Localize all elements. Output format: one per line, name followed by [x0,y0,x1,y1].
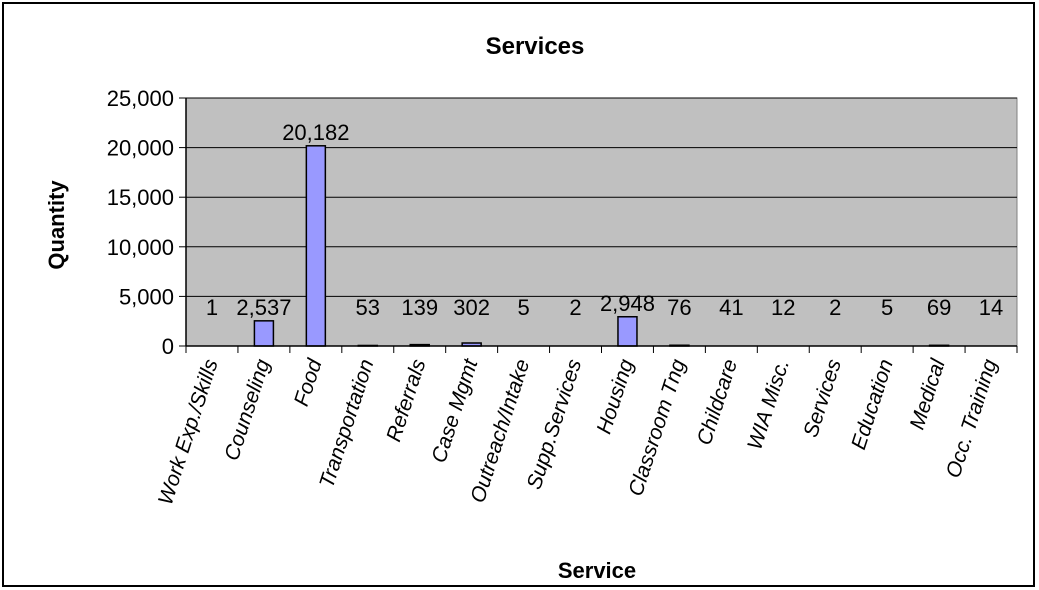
x-category-label: Occ. Training [942,356,1002,481]
data-label: 12 [771,295,795,320]
x-category-label: Classroom Tng [624,356,690,499]
x-category-label: Supp.Services [523,356,587,492]
x-category-label: Case Mgmt [427,355,482,465]
x-category-label: Work Exp./Skills [154,356,223,508]
data-label: 5 [517,295,529,320]
x-category-label: Referrals [382,356,430,445]
data-label: 76 [667,295,691,320]
bar [617,316,638,347]
data-label: 53 [356,295,380,320]
chart-title: Services [486,33,585,60]
data-label: 5 [881,295,893,320]
x-axis-title: Service [558,558,636,583]
x-category-label: Counseling [220,356,274,463]
y-tick-label: 10,000 [107,235,174,260]
x-category-label: Medical [906,355,951,432]
x-category-label: Food [290,355,327,409]
data-label: 139 [401,295,438,320]
bar [253,320,275,347]
x-category-label: Childcare [693,356,742,447]
data-label: 1 [206,295,218,320]
data-label: 2 [829,295,841,320]
y-tick-label: 0 [162,334,174,359]
data-label: 41 [719,295,743,320]
data-label: 302 [453,295,490,320]
x-category-label: Housing [593,356,639,437]
x-category-label: Education [847,356,898,452]
data-label: 2,537 [236,295,291,320]
y-tick-label: 25,000 [107,86,174,111]
data-label: 14 [979,295,1003,320]
data-label: 20,182 [282,120,349,145]
y-tick-label: 5,000 [119,284,174,309]
y-tick-label: 20,000 [107,136,174,161]
y-axis-title: Quantity [44,180,69,270]
y-tick-label: 15,000 [107,185,174,210]
data-label: 2 [569,295,581,320]
x-category-label: Transportation [315,356,378,490]
x-category-label: Services [799,356,846,440]
x-category-label: WIA Misc. [743,356,794,452]
data-labels: 1 2,537 20,182 53 139 302 5 2 2,948 76 41 12 2 5 69 14 [206,120,1003,320]
data-label: 2,948 [600,291,655,316]
bar [305,145,327,347]
data-label: 69 [927,295,951,320]
